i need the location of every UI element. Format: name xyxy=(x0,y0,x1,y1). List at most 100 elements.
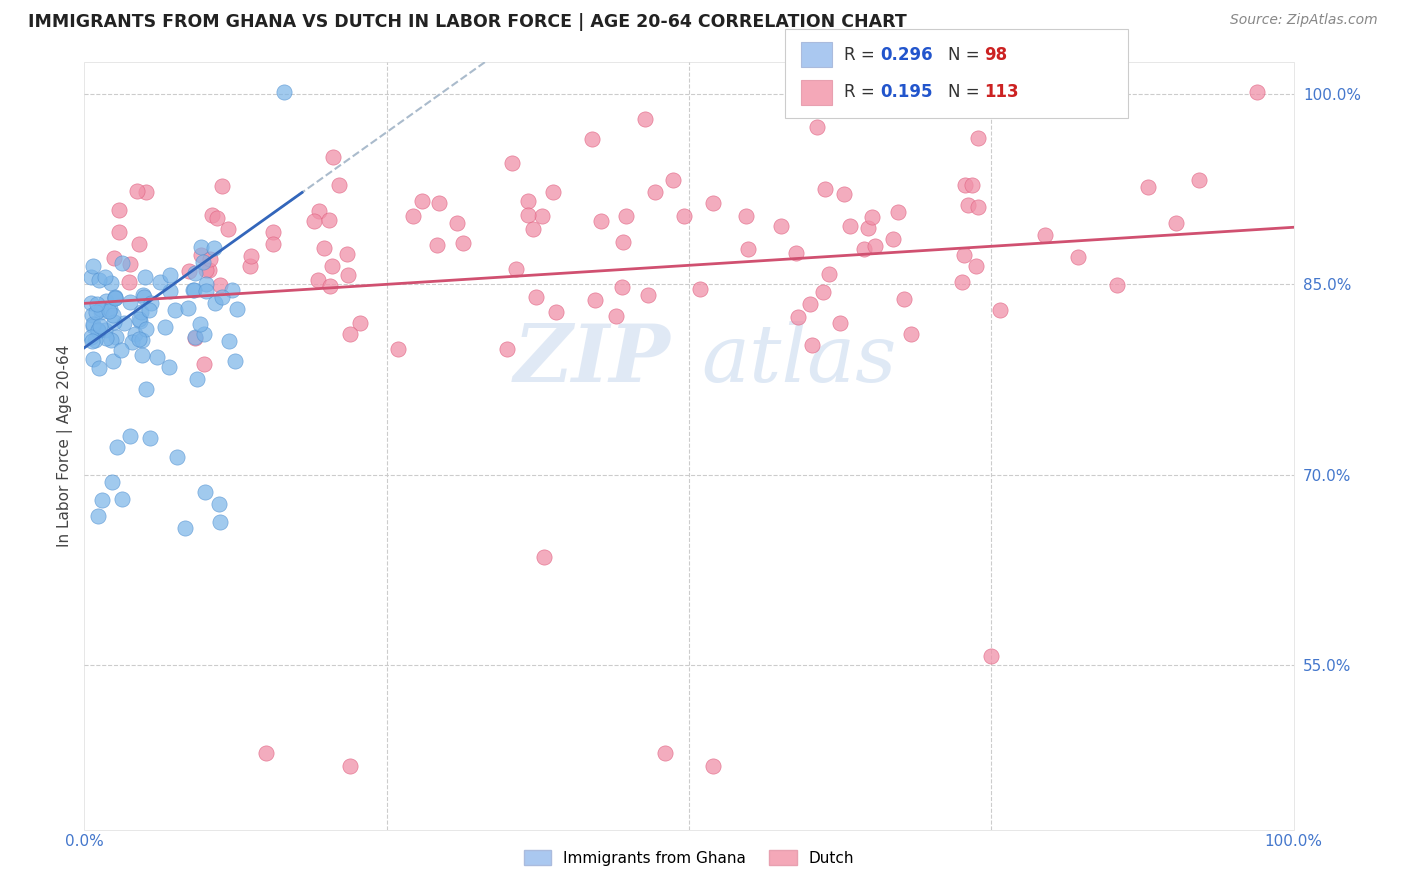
Point xyxy=(336,268,359,282)
Point xyxy=(957,198,980,212)
Point xyxy=(204,296,226,310)
Point xyxy=(153,319,176,334)
Point xyxy=(124,327,146,342)
Point xyxy=(101,354,124,368)
Text: R =: R = xyxy=(844,46,880,64)
Point xyxy=(211,178,233,193)
Point xyxy=(591,214,613,228)
Point xyxy=(135,382,157,396)
Point xyxy=(832,186,855,201)
Point xyxy=(174,520,197,534)
Point xyxy=(84,333,107,347)
Point xyxy=(838,219,860,234)
Point xyxy=(637,287,659,301)
Point xyxy=(321,259,343,273)
Point xyxy=(308,203,330,218)
Point xyxy=(112,316,135,330)
Point xyxy=(522,222,544,236)
Point xyxy=(814,182,837,196)
Point xyxy=(302,214,325,228)
Text: 98: 98 xyxy=(984,46,1007,64)
Text: 113: 113 xyxy=(984,83,1019,101)
Point xyxy=(84,305,107,319)
Point xyxy=(79,330,101,344)
Point xyxy=(950,276,973,290)
Point xyxy=(262,237,284,252)
Point xyxy=(967,130,990,145)
Point xyxy=(145,350,167,364)
Point xyxy=(962,178,984,192)
Text: Source: ZipAtlas.com: Source: ZipAtlas.com xyxy=(1230,13,1378,28)
Point xyxy=(1136,180,1159,194)
Point xyxy=(190,247,212,261)
Point xyxy=(900,326,922,341)
Point xyxy=(735,209,758,223)
Point xyxy=(86,323,108,337)
Point xyxy=(138,303,160,318)
Point xyxy=(451,236,474,251)
Point xyxy=(863,239,886,253)
Point xyxy=(191,254,214,268)
Point xyxy=(121,335,143,350)
Point xyxy=(811,285,834,299)
Point xyxy=(201,208,224,222)
Point xyxy=(318,212,340,227)
Point xyxy=(118,275,141,289)
Point xyxy=(194,263,217,277)
Point xyxy=(149,275,172,289)
Point xyxy=(654,747,676,761)
Point xyxy=(138,431,160,445)
Point xyxy=(644,186,666,200)
Point xyxy=(86,296,108,310)
Point xyxy=(128,237,150,252)
Point xyxy=(183,329,205,343)
Point xyxy=(90,493,112,508)
Point xyxy=(186,372,208,386)
Point xyxy=(139,296,162,310)
Point xyxy=(446,216,468,230)
Point xyxy=(240,249,263,263)
Point xyxy=(218,334,240,348)
Point xyxy=(893,292,915,306)
Point xyxy=(339,759,361,773)
Point xyxy=(127,184,149,198)
Point xyxy=(1246,85,1268,99)
Point xyxy=(90,302,112,317)
Point xyxy=(737,242,759,256)
Point xyxy=(662,173,685,187)
Point xyxy=(612,279,634,293)
Point xyxy=(967,200,990,214)
Point xyxy=(209,277,232,292)
Point xyxy=(159,268,181,283)
Point xyxy=(107,225,129,239)
Point xyxy=(80,296,103,310)
Point xyxy=(226,302,249,317)
Point xyxy=(111,492,134,507)
Point xyxy=(166,450,188,464)
Point xyxy=(262,225,284,239)
Point xyxy=(94,294,117,309)
Point xyxy=(830,316,852,330)
Point xyxy=(634,112,657,126)
Point xyxy=(860,210,883,224)
Point xyxy=(208,497,231,511)
Point xyxy=(426,238,449,252)
Point xyxy=(887,205,910,219)
Point xyxy=(239,259,262,273)
Point xyxy=(135,185,157,199)
Point xyxy=(111,255,134,269)
Point xyxy=(135,321,157,335)
Point xyxy=(132,290,155,304)
Point xyxy=(307,273,329,287)
Point xyxy=(988,303,1011,318)
Point xyxy=(93,270,115,285)
Point xyxy=(129,305,152,319)
Point xyxy=(543,186,565,200)
Point xyxy=(387,342,409,356)
Point xyxy=(157,360,180,375)
Point xyxy=(806,120,828,134)
Point xyxy=(188,317,211,331)
Point xyxy=(319,279,342,293)
Point xyxy=(82,259,104,273)
Point xyxy=(208,515,231,529)
